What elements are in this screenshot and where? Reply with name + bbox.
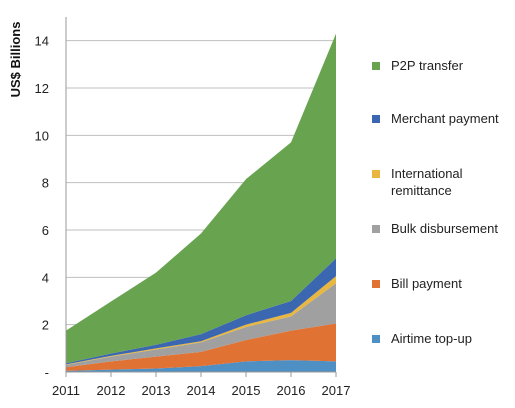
legend-item: Bill payment <box>372 275 511 292</box>
gridlines <box>66 40 336 326</box>
legend-item: International remittance <box>372 165 511 199</box>
legend-label: International remittance <box>391 166 463 198</box>
legend-swatch <box>372 115 380 123</box>
legend-swatch <box>372 225 380 233</box>
y-tick-label: 14 <box>35 34 49 49</box>
x-tick-label: 2016 <box>277 383 306 398</box>
area-airtime-top-up <box>66 360 336 372</box>
y-tick-labels: - 2 4 6 8 10 12 14 <box>35 34 49 380</box>
y-axis-label: US$ Billions <box>8 22 23 98</box>
y-tick-label: 12 <box>35 81 49 96</box>
legend-item: Merchant payment <box>372 110 511 127</box>
legend-item: P2P transfer <box>372 57 511 74</box>
x-tick-labels: 2011 2012 2013 2014 2015 2016 2017 <box>52 383 350 398</box>
x-tick-label: 2014 <box>187 383 216 398</box>
legend-label: Airtime top-up <box>391 331 472 346</box>
axes <box>65 17 337 377</box>
y-tick-label: 2 <box>42 318 49 333</box>
legend-swatch <box>372 280 380 288</box>
area-merchant-payment <box>66 258 336 365</box>
x-tick-label: 2017 <box>322 383 351 398</box>
y-tick-label: - <box>45 365 49 380</box>
area-bulk-disbursement <box>66 283 336 368</box>
x-tick-label: 2011 <box>52 383 80 398</box>
legend-item: Bulk disbursement <box>372 220 511 237</box>
x-tick-label: 2012 <box>97 383 126 398</box>
area-bill-payment <box>66 323 336 371</box>
area-series-group <box>66 33 336 372</box>
legend-item: Airtime top-up <box>372 330 511 347</box>
legend: P2P transfer Merchant payment Internationa… <box>372 0 512 408</box>
legend-label: Bill payment <box>391 276 462 291</box>
y-tick-label: 8 <box>42 176 49 191</box>
legend-swatch <box>372 62 380 70</box>
y-tick-label: 4 <box>42 270 49 285</box>
legend-swatch <box>372 335 380 343</box>
x-tick-label: 2015 <box>232 383 261 398</box>
legend-swatch <box>372 170 380 178</box>
x-tick-label: 2013 <box>142 383 171 398</box>
legend-label: P2P transfer <box>391 58 464 73</box>
legend-label: Bulk disbursement <box>391 221 498 236</box>
y-tick-label: 10 <box>35 128 49 143</box>
area-p2p-transfer <box>66 33 336 364</box>
y-tick-label: 6 <box>42 223 49 238</box>
legend-label: Merchant payment <box>391 111 499 126</box>
